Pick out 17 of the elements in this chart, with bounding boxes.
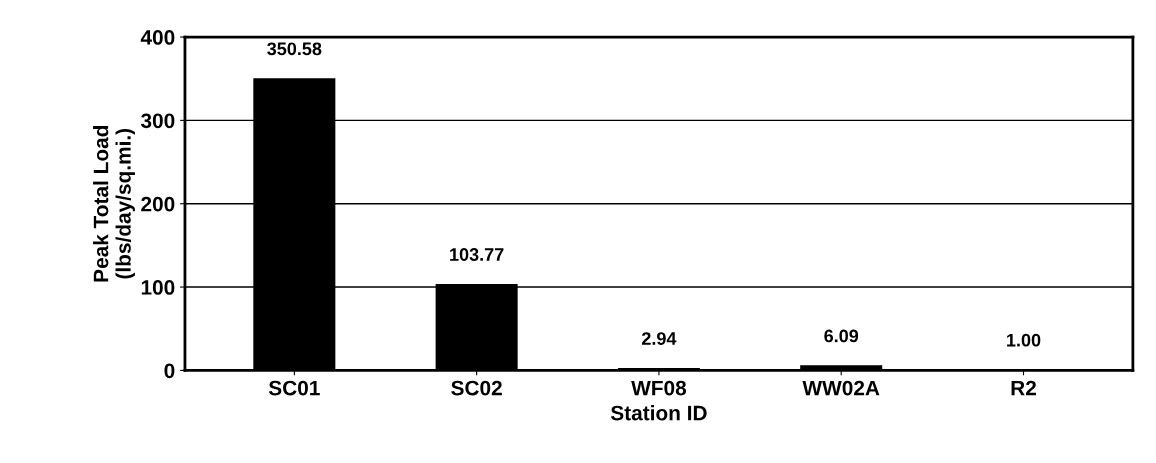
data-label: 6.09 (824, 329, 859, 343)
y-tick-label: 400 (140, 30, 175, 45)
data-label: 350.58 (267, 42, 322, 56)
x-axis-title: Station ID (610, 405, 707, 421)
data-label: 2.94 (641, 332, 677, 345)
x-tick-label: R2 (1011, 380, 1036, 396)
y-tick-label: 200 (141, 196, 175, 212)
y-axis-title: Peak Total Load (lbs/day/sq.mi.) (93, 125, 135, 282)
x-tick-label: SC01 (268, 380, 320, 396)
y-tick-label: 300 (140, 113, 175, 129)
y-tick-label: 100 (141, 280, 175, 295)
x-tick-label: WF08 (631, 380, 687, 396)
y-tick-label: 0 (164, 363, 175, 379)
data-label: 103.77 (450, 248, 504, 261)
x-tick-label: SC02 (451, 380, 502, 396)
data-label: 1.00 (1007, 333, 1041, 347)
x-tick-label: WW02A (802, 380, 880, 396)
